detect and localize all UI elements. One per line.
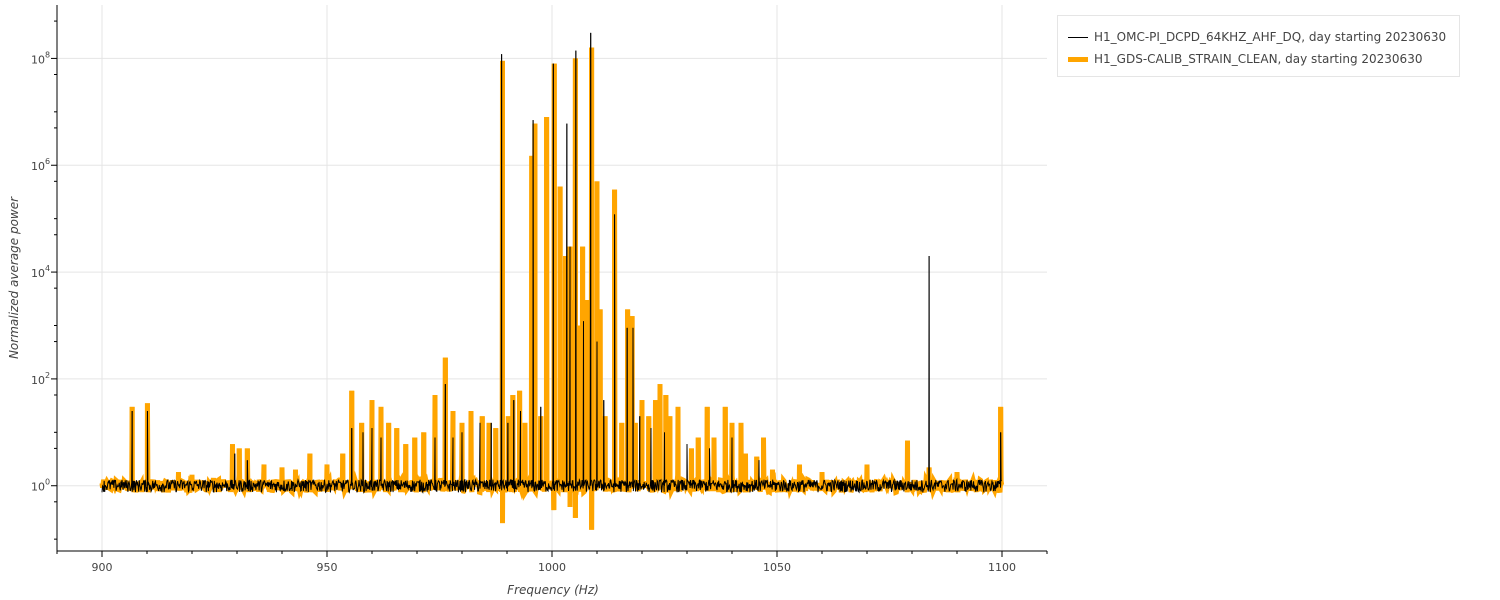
x-tick-label: 950 [317,561,338,574]
axes: 900 950 1000 1050 1100 100 102 104 106 108 [31,5,1048,574]
series-line [101,32,1003,494]
y-tick-label: 106 [31,157,50,173]
y-tick-label: 104 [31,264,50,280]
legend: H1_OMC-PI_DCPD_64KHZ_AHF_DQ, day startin… [1057,15,1460,77]
legend-label-omc-dcpd: H1_OMC-PI_DCPD_64KHZ_AHF_DQ, day startin… [1094,30,1447,44]
y-tick-label: 102 [31,371,50,387]
legend-item-omc-dcpd: H1_OMC-PI_DCPD_64KHZ_AHF_DQ, day startin… [1068,27,1446,47]
x-tick-label: 1050 [763,561,791,574]
y-axis-title: Normalized average power [7,196,21,359]
series-omc-dcpd [101,32,1003,494]
x-tick-label: 1100 [988,561,1016,574]
x-axis-title: Frequency (Hz) [507,583,599,597]
series-strain-clean [99,47,1005,530]
x-tick-label: 1000 [538,561,566,574]
y-tick-label: 100 [31,478,50,494]
legend-label-strain-clean: H1_GDS-CALIB_STRAIN_CLEAN, day starting … [1094,52,1423,66]
legend-swatch-black [1068,36,1088,38]
legend-swatch-orange [1068,56,1088,62]
legend-item-strain-clean: H1_GDS-CALIB_STRAIN_CLEAN, day starting … [1068,49,1422,69]
y-tick-label: 108 [31,50,50,66]
x-tick-label: 900 [92,561,113,574]
